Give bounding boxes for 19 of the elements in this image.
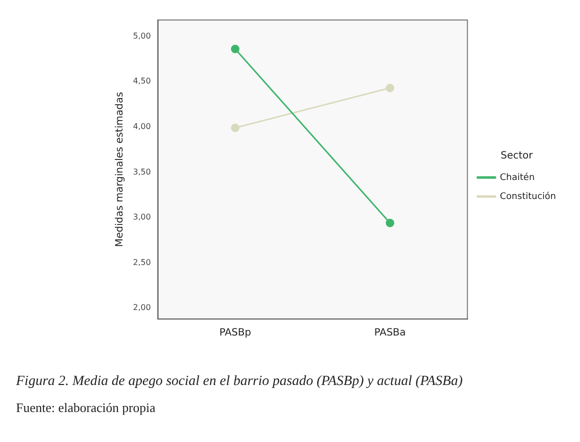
- y-tick-label: 4,00: [133, 122, 151, 131]
- y-tick-label: 2,00: [133, 303, 151, 312]
- point: [230, 44, 240, 54]
- y-tick-label: 2,50: [133, 258, 151, 267]
- y-axis-title: Medidas marginales estimadas: [114, 92, 126, 248]
- legend-label: Chaitén: [500, 172, 535, 183]
- y-tick-label: 4,50: [133, 76, 151, 86]
- y-tick-label: 3,50: [133, 167, 151, 176]
- x-tick-label: PASBp: [219, 328, 252, 339]
- x-tick-label: PASBa: [374, 328, 406, 339]
- source-note: Fuente: elaboración propia: [16, 400, 156, 416]
- text: Figura 2. Media de apego social en el barrio pasado (PASBp) y actual (PASBa): [16, 374, 464, 390]
- y-tick-label: 3,00: [133, 212, 151, 222]
- legend-label: Constitución: [500, 190, 556, 202]
- point: [386, 218, 394, 228]
- legend-title: Sector: [500, 150, 534, 162]
- point: [386, 84, 394, 92]
- point: [230, 124, 240, 132]
- y-tick-label: 5,00: [133, 31, 151, 40]
